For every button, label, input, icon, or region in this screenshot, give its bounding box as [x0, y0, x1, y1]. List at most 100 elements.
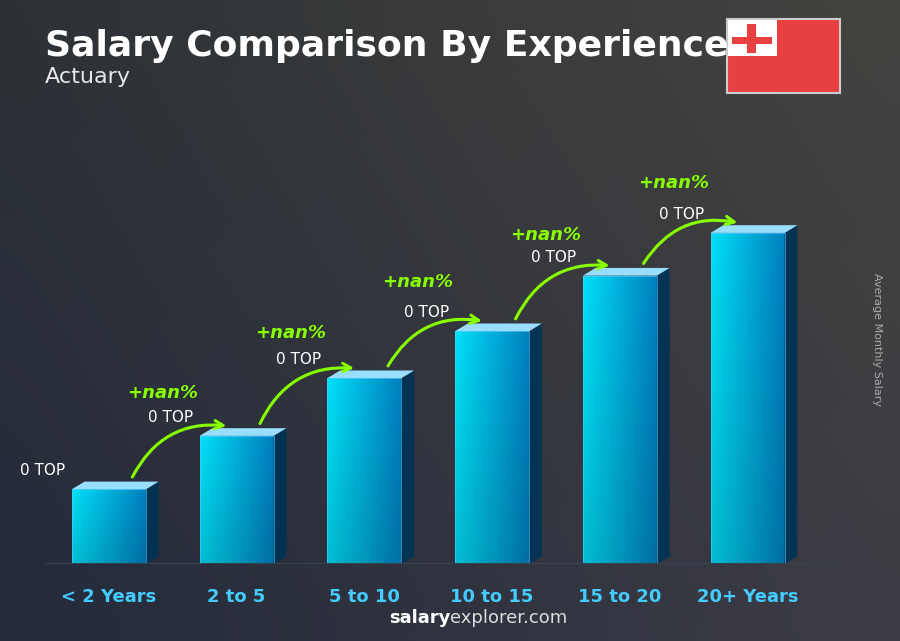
Bar [82, 489, 83, 564]
Bar [455, 535, 529, 541]
Bar [654, 276, 655, 564]
Bar [583, 413, 657, 420]
Bar [112, 489, 113, 564]
Bar [203, 436, 204, 564]
Bar [606, 276, 607, 564]
Bar [455, 541, 529, 547]
Bar [72, 551, 146, 553]
Bar [357, 378, 358, 564]
Bar [370, 378, 371, 564]
Bar [464, 331, 465, 564]
Bar [96, 489, 97, 564]
Bar [200, 445, 274, 449]
Bar [455, 413, 529, 419]
Bar [328, 554, 401, 560]
Text: 20+ Years: 20+ Years [697, 588, 798, 606]
Bar [72, 503, 146, 504]
Bar [347, 378, 348, 564]
Bar [765, 233, 766, 564]
Bar [335, 378, 336, 564]
Bar [100, 489, 101, 564]
Bar [80, 489, 81, 564]
Bar [455, 372, 529, 378]
Bar [455, 465, 529, 471]
Bar [263, 436, 264, 564]
Bar [647, 276, 648, 564]
Bar [131, 489, 132, 564]
Bar [599, 276, 600, 564]
Bar [455, 331, 456, 564]
Bar [518, 331, 519, 564]
Bar [583, 290, 657, 297]
Bar [630, 276, 631, 564]
Bar [72, 560, 146, 562]
Bar [328, 481, 401, 485]
Bar [767, 233, 768, 564]
Bar [267, 436, 268, 564]
Bar [583, 463, 657, 470]
Bar [523, 331, 524, 564]
Bar [583, 319, 657, 326]
Bar [72, 562, 146, 564]
Bar [710, 332, 785, 340]
Bar [366, 378, 367, 564]
Bar [744, 233, 745, 564]
Bar [328, 518, 401, 522]
Bar [514, 331, 515, 564]
Bar [742, 233, 743, 564]
Bar [763, 233, 764, 564]
Bar [714, 233, 715, 564]
Bar [200, 526, 274, 529]
Bar [212, 436, 213, 564]
Bar [113, 489, 114, 564]
Bar [88, 489, 89, 564]
Bar [596, 276, 597, 564]
Bar [774, 233, 776, 564]
Bar [710, 266, 785, 274]
Bar [461, 331, 462, 564]
Bar [735, 233, 736, 564]
Bar [328, 467, 401, 471]
Bar [262, 436, 263, 564]
Bar [761, 233, 762, 564]
Bar [764, 233, 765, 564]
Bar [741, 233, 742, 564]
Bar [134, 489, 135, 564]
Bar [72, 495, 146, 497]
Bar [273, 436, 274, 564]
Bar [200, 487, 274, 490]
Bar [455, 477, 529, 483]
Bar [727, 19, 777, 56]
Bar [503, 331, 504, 564]
Bar [328, 457, 401, 462]
Bar [215, 436, 216, 564]
Bar [272, 436, 273, 564]
Bar [353, 378, 355, 564]
Bar [595, 276, 596, 564]
Bar [328, 438, 401, 444]
Bar [238, 436, 239, 564]
Bar [117, 489, 118, 564]
Bar [594, 276, 595, 564]
Bar [200, 436, 201, 564]
Bar [200, 551, 274, 554]
Bar [339, 378, 340, 564]
Bar [200, 458, 274, 462]
Bar [72, 506, 146, 508]
Bar [344, 378, 345, 564]
Bar [233, 436, 234, 564]
Bar [201, 436, 202, 564]
Bar [728, 233, 729, 564]
Bar [337, 378, 338, 564]
Bar [228, 436, 229, 564]
Bar [717, 233, 718, 564]
Bar [200, 462, 274, 465]
Bar [504, 331, 505, 564]
Bar [502, 331, 503, 564]
Bar [756, 233, 757, 564]
Bar [121, 489, 122, 564]
Bar [628, 276, 629, 564]
Bar [769, 233, 770, 564]
Bar [583, 398, 657, 406]
Bar [455, 471, 529, 477]
